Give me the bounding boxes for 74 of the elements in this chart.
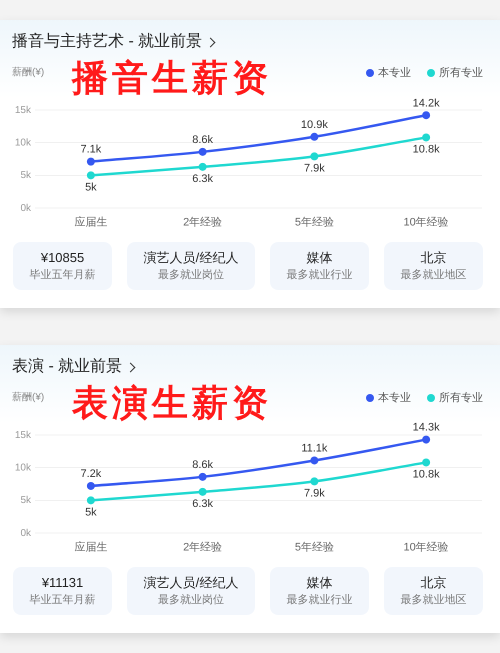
legend-label: 本专业 (378, 66, 411, 80)
chart-title: 表演 - 就业前景 (12, 356, 122, 377)
chart-subtitle: 播音生薪资 (72, 57, 272, 98)
legend-label: 所有专业 (439, 66, 483, 80)
y-tick-label: 15k (14, 430, 32, 441)
text: 北京 (420, 574, 446, 591)
data-label: 7.9k (304, 162, 326, 174)
legend-label: 所有专业 (439, 391, 483, 405)
y-tick-label: 10k (14, 462, 32, 474)
y-tick-label: 10k (14, 137, 32, 148)
text: 媒体 (306, 249, 332, 266)
data-label: 7.1k (80, 144, 102, 156)
x-tick-label: 5年经验 (294, 216, 334, 229)
point (86, 482, 95, 490)
point (198, 488, 207, 496)
text: 最多就业行业 (286, 268, 352, 283)
point (310, 132, 318, 141)
y-tick-label: 0k (20, 528, 32, 539)
point (198, 472, 207, 481)
data-label: 5k (85, 181, 98, 194)
text: 毕业五年月薪 (30, 268, 96, 283)
point (422, 458, 430, 466)
point (310, 152, 318, 160)
chart-title: 播音与主持艺术 - 就业前景 (12, 32, 202, 52)
text: 媒体 (306, 574, 332, 591)
point (422, 436, 430, 444)
data-label: 10.9k (300, 118, 328, 131)
data-label: 7.9k (304, 487, 326, 500)
legend-label: 本专业 (378, 391, 411, 405)
text: ¥11131 (42, 574, 84, 591)
text: 演艺人员/经纪人 (144, 574, 238, 591)
point (86, 171, 95, 180)
point (310, 477, 318, 486)
data-label: 10.8k (412, 143, 440, 156)
x-tick-label: 10年经验 (404, 216, 449, 229)
point (198, 162, 207, 171)
text: 毕业五年月薪 (30, 593, 96, 608)
y-tick-label: 5k (20, 170, 32, 182)
point (422, 133, 430, 142)
data-label: 14.2k (412, 97, 440, 110)
text: ¥10855 (40, 249, 84, 266)
text: 最多就业岗位 (158, 268, 224, 283)
x-tick-label: 10年经验 (404, 542, 449, 554)
data-label: 6.3k (192, 498, 214, 510)
data-label: 6.3k (192, 172, 214, 185)
x-tick-label: 5年经验 (294, 542, 334, 554)
text: 最多就业岗位 (158, 593, 224, 608)
text: 最多就业行业 (286, 593, 352, 608)
x-tick-label: 应届生 (74, 540, 108, 554)
y-axis-title: 薪酬(¥) (12, 391, 44, 405)
chart-subtitle: 表演生薪资 (72, 382, 272, 423)
text: 北京 (420, 249, 446, 266)
y-axis-title: 薪酬(¥) (12, 66, 44, 80)
point (86, 158, 95, 166)
data-label: 8.6k (192, 134, 214, 146)
text: 最多就业地区 (400, 268, 466, 283)
text: 最多就业地区 (400, 593, 466, 608)
y-tick-label: 5k (20, 495, 32, 506)
x-tick-label: 2年经验 (183, 542, 222, 554)
data-label: 7.2k (80, 468, 102, 480)
y-tick-label: 15k (14, 104, 32, 116)
x-tick-label: 应届生 (74, 216, 108, 229)
text: 演艺人员/经纪人 (144, 249, 238, 266)
point (422, 111, 430, 120)
data-label: 5k (85, 506, 98, 518)
point (86, 496, 95, 504)
data-label: 11.1k (301, 442, 328, 455)
x-tick-label: 2年经验 (183, 216, 222, 229)
y-tick-label: 0k (20, 202, 32, 214)
point (198, 148, 207, 156)
data-label: 8.6k (192, 458, 214, 471)
point (310, 456, 318, 464)
data-label: 10.8k (412, 468, 440, 480)
data-label: 14.3k (412, 422, 440, 434)
